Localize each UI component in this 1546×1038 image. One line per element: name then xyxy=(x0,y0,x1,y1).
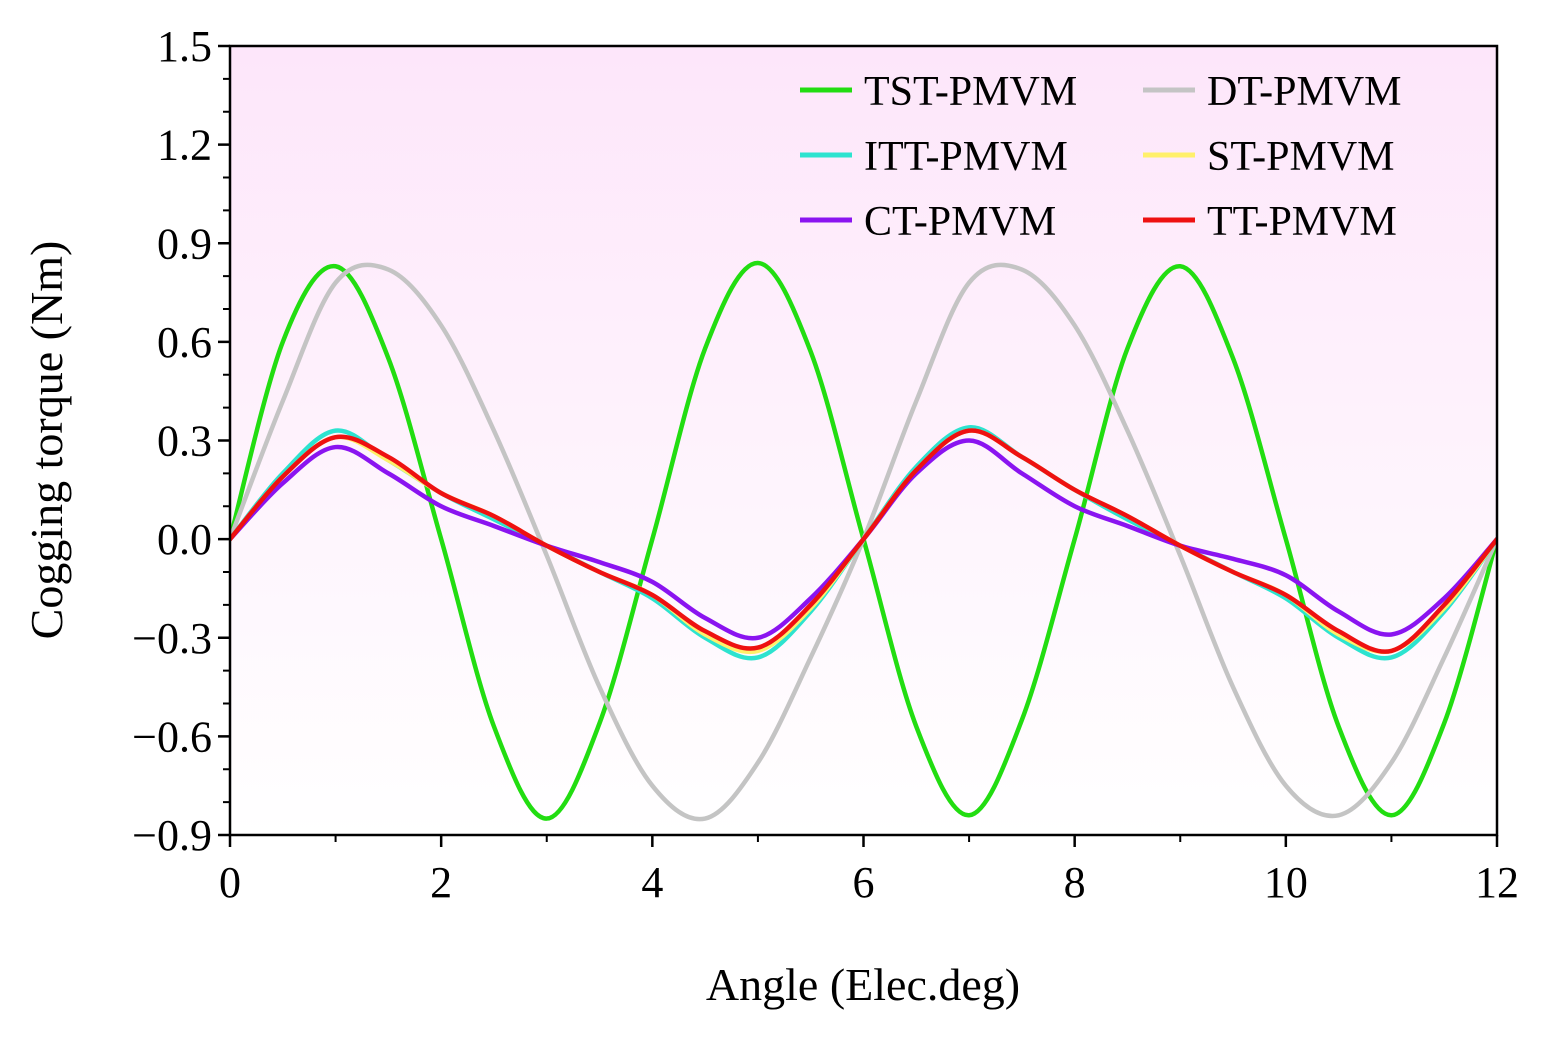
series-layer xyxy=(230,260,1497,822)
x-tick-label: 4 xyxy=(641,858,663,907)
y-tick-label: 1.5 xyxy=(157,22,212,71)
y-tick-label: −0.6 xyxy=(132,712,212,761)
x-tick-label: 0 xyxy=(219,858,241,907)
y-tick-label: 0.6 xyxy=(157,318,212,367)
y-tick-label: 1.2 xyxy=(157,121,212,170)
legend-label-ct-pmvm: CT-PMVM xyxy=(864,199,1056,245)
x-tick-label: 10 xyxy=(1264,858,1308,907)
y-tick-label: 0.3 xyxy=(157,417,212,466)
y-tick-label: −0.9 xyxy=(132,811,212,860)
ticks-layer: 0 2 4 6 8 10 12 −0.9 −0.6 −0.3 0.0 0.3 0.6 0.9 1.2 1.5 xyxy=(132,22,1519,907)
x-tick-label: 12 xyxy=(1475,858,1519,907)
legend-label-dt-pmvm: DT-PMVM xyxy=(1207,69,1402,115)
legend-label-tt-pmvm: TT-PMVM xyxy=(1207,199,1397,245)
x-tick-label: 2 xyxy=(430,858,452,907)
series-line-tt-pmvm xyxy=(230,428,1497,654)
x-tick-label: 6 xyxy=(853,858,875,907)
y-tick-label: 0.0 xyxy=(157,515,212,564)
y-tick-label: 0.9 xyxy=(157,219,212,268)
legend-label-st-pmvm: ST-PMVM xyxy=(1207,134,1395,180)
x-tick-label: 8 xyxy=(1064,858,1086,907)
legend: TST-PMVM DT-PMVM ITT-PMVM ST-PMVM CT-PMVM TT-… xyxy=(800,69,1402,245)
y-tick-label: −0.3 xyxy=(132,614,212,663)
plot-area-background xyxy=(230,46,1497,835)
legend-label-tst-pmvm: TST-PMVM xyxy=(864,69,1077,115)
x-axis-title: Angle (Elec.deg) xyxy=(706,959,1020,1010)
legend-label-itt-pmvm: ITT-PMVM xyxy=(864,134,1068,180)
y-axis-title: Cogging torque (Nm) xyxy=(21,241,72,640)
